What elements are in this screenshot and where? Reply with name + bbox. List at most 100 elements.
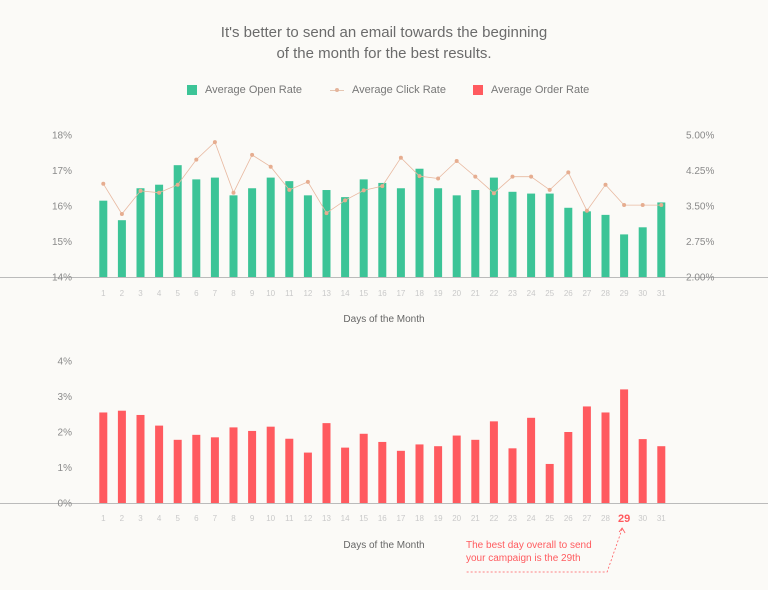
open-rate-bar <box>229 195 238 277</box>
top-day-tick: 19 <box>434 289 443 298</box>
bottom-day-tick: 20 <box>452 514 461 523</box>
top-left-y-tick: 18% <box>52 131 72 142</box>
bottom-day-tick: 13 <box>322 514 331 523</box>
bottom-day-tick: 22 <box>489 514 498 523</box>
open-rate-bar <box>173 165 182 277</box>
top-day-tick: 26 <box>564 289 573 298</box>
open-rate-bar <box>582 211 591 277</box>
top-day-tick: 21 <box>471 289 480 298</box>
bottom-day-tick: 16 <box>378 514 387 523</box>
open-rate-bar <box>359 179 368 277</box>
bottom-day-tick: 3 <box>138 514 143 523</box>
top-day-tick: 2 <box>120 289 125 298</box>
bottom-day-tick: 31 <box>657 514 666 523</box>
click-rate-point <box>547 187 552 192</box>
bottom-day-tick: 24 <box>527 514 536 523</box>
order-rate-bar <box>471 439 480 503</box>
click-rate-point <box>510 174 515 179</box>
top-day-tick: 12 <box>303 289 312 298</box>
bottom-day-tick: 18 <box>415 514 424 523</box>
click-rate-point <box>268 164 273 169</box>
open-rate-bar <box>99 200 108 277</box>
highlighted-day-tick: 29 <box>618 513 630 525</box>
order-rate-bar <box>136 414 145 503</box>
bottom-day-tick: 8 <box>231 514 236 523</box>
top-day-tick: 5 <box>175 289 180 298</box>
top-right-y-tick: 4.25% <box>686 166 714 177</box>
open-rate-bar <box>136 188 145 277</box>
top-day-tick: 1 <box>101 289 106 298</box>
legend: Average Open Rate Average Click Rate Ave… <box>0 84 768 100</box>
bottom-y-tick: 3% <box>58 392 73 403</box>
top-day-tick: 16 <box>378 289 387 298</box>
click-rate-point <box>640 203 645 208</box>
click-rate-point <box>138 188 143 193</box>
subtitle-line-2: of the month for the best results. <box>276 45 492 62</box>
bottom-day-tick: 15 <box>359 514 368 523</box>
top-day-tick: 25 <box>545 289 554 298</box>
top-right-y-tick: 2.75% <box>686 237 714 248</box>
bottom-day-tick: 23 <box>508 514 517 523</box>
click-rate-point <box>529 174 534 179</box>
click-rate-point <box>473 174 478 179</box>
top-day-tick: 4 <box>157 289 162 298</box>
order-rate-bar <box>657 446 666 503</box>
open-rate-bar <box>434 188 443 277</box>
top-day-tick: 24 <box>527 289 536 298</box>
order-rate-bar <box>489 421 498 503</box>
top-right-y-tick: 5.00% <box>686 131 714 142</box>
open-rate-bar <box>396 188 405 277</box>
open-rate-bar <box>378 182 387 277</box>
bottom-y-tick: 2% <box>58 428 73 439</box>
top-day-tick: 29 <box>620 289 629 298</box>
click-rate-point <box>436 176 441 181</box>
bottom-day-tick: 25 <box>545 514 554 523</box>
top-day-tick: 15 <box>359 289 368 298</box>
open-rate-bar <box>489 177 498 277</box>
order-rate-bar <box>378 441 387 503</box>
click-rate-point <box>157 190 162 195</box>
open-rate-bar <box>508 191 517 277</box>
bottom-day-tick: 28 <box>601 514 610 523</box>
bottom-day-tick: 4 <box>157 514 162 523</box>
top-day-tick: 22 <box>489 289 498 298</box>
top-day-tick: 28 <box>601 289 610 298</box>
open-rate-bar <box>341 197 350 277</box>
top-left-y-tick: 16% <box>52 202 72 213</box>
legend-label-click: Average Click Rate <box>352 84 446 96</box>
order-rate-bar <box>285 438 294 503</box>
click-rate-point <box>398 155 403 160</box>
order-rate-bar <box>266 426 275 503</box>
annotation-line-1: The best day overall to send <box>466 540 592 551</box>
top-x-axis-label: Days of the Month <box>343 314 424 325</box>
annotation-line-2: your campaign is the 29th <box>466 553 581 564</box>
open-rate-bar <box>657 202 666 277</box>
order-rate-bar <box>229 427 238 503</box>
bottom-day-tick: 17 <box>396 514 405 523</box>
bottom-day-tick: 9 <box>250 514 255 523</box>
order-rate-bar <box>396 450 405 503</box>
order-rate-bar <box>341 447 350 503</box>
top-day-tick: 6 <box>194 289 199 298</box>
top-day-tick: 10 <box>266 289 275 298</box>
click-rate-point <box>175 182 180 187</box>
click-rate-point <box>380 184 385 189</box>
legend-swatch-open <box>187 85 197 95</box>
open-rate-bar <box>155 184 164 277</box>
open-rate-bar <box>192 179 201 277</box>
click-rate-point <box>622 203 627 208</box>
order-rate-bar <box>210 437 219 503</box>
top-day-tick: 8 <box>231 289 236 298</box>
bottom-day-tick: 26 <box>564 514 573 523</box>
click-rate-point <box>287 187 292 192</box>
top-day-tick: 11 <box>285 289 294 298</box>
order-rate-bar <box>620 389 629 503</box>
order-rate-bar <box>638 439 647 503</box>
top-day-tick: 13 <box>322 289 331 298</box>
top-left-y-tick: 17% <box>52 166 72 177</box>
open-rate-bar <box>620 234 629 277</box>
click-rate-point <box>231 190 236 195</box>
click-rate-point <box>417 174 422 179</box>
legend-swatch-click <box>330 85 344 95</box>
bottom-day-tick: 21 <box>471 514 480 523</box>
